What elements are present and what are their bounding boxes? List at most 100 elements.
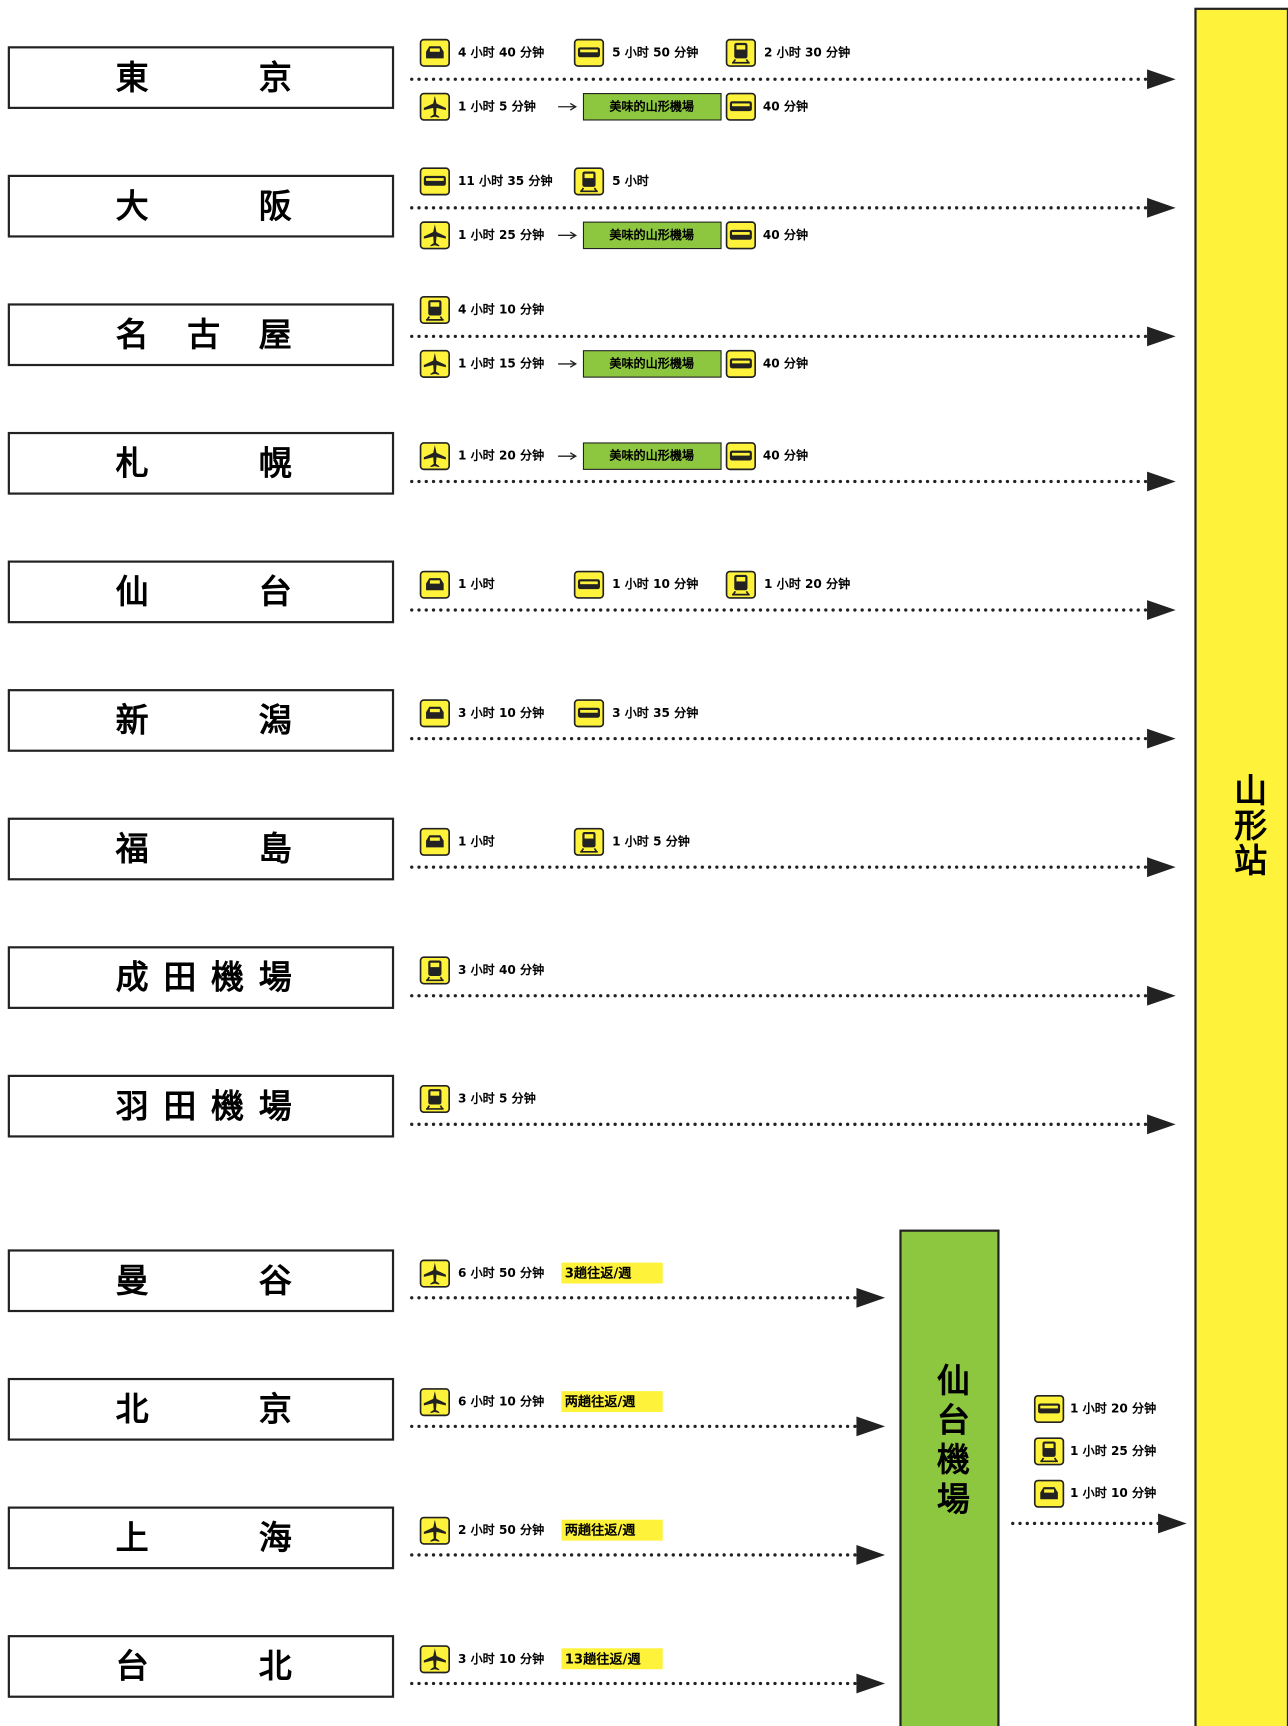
- connector-arrow: [558, 452, 578, 461]
- plane-glyph: [423, 95, 446, 118]
- freq-highlight: [561, 1391, 663, 1413]
- bus-window: [732, 360, 750, 364]
- freq-highlight: [561, 1648, 663, 1670]
- connector-arrow: [558, 102, 578, 111]
- icon: [419, 1516, 450, 1545]
- frequency: 两趟往返/週: [565, 1522, 637, 1539]
- travel-time: 1 小时 15 分钟: [458, 355, 544, 370]
- plane-glyph: [423, 1391, 446, 1414]
- arrow-head: [856, 1416, 886, 1437]
- city-box: [7, 1377, 395, 1441]
- city-box: [7, 1249, 395, 1313]
- icon: [419, 349, 450, 378]
- travel-time: 3 小时 5 分钟: [458, 1091, 536, 1106]
- bus-window: [732, 232, 750, 235]
- train-window: [736, 577, 746, 582]
- arrow-head: [1147, 69, 1176, 90]
- hub-bar: [899, 1229, 1000, 1726]
- icon: [419, 956, 450, 985]
- city-box: [7, 817, 395, 881]
- travel-time: 40 分钟: [763, 448, 808, 463]
- connector-arrow: [558, 231, 578, 240]
- freq-highlight: [561, 1519, 663, 1541]
- icon: [573, 699, 605, 728]
- hub-label: 仙台機場: [931, 1363, 970, 1522]
- train-window: [584, 173, 594, 179]
- icon: [725, 92, 757, 121]
- icon: [573, 570, 605, 599]
- icon: [419, 92, 450, 121]
- icon: [725, 442, 757, 471]
- city-box: [7, 431, 395, 495]
- car-window: [1044, 1489, 1055, 1493]
- travel-time: 6 小时 50 分钟: [458, 1265, 544, 1280]
- plane-glyph: [423, 352, 446, 375]
- airport-box: [582, 442, 722, 470]
- travel-time: 1 小时: [458, 833, 495, 848]
- airport-box: [582, 93, 722, 121]
- travel-time: 5 小时 50 分钟: [612, 44, 698, 59]
- plane-glyph: [423, 224, 446, 247]
- travel-time: 3 小时 40 分钟: [458, 962, 544, 977]
- train-window: [430, 302, 440, 307]
- train-rail: [426, 976, 444, 982]
- train-rail: [732, 58, 750, 64]
- travel-time: 2 小时 30 分钟: [764, 44, 850, 59]
- city-box: [7, 946, 395, 1009]
- travel-time: 3 小时 35 分钟: [612, 705, 698, 720]
- icon: [419, 295, 450, 325]
- arrow-head: [1147, 197, 1176, 218]
- city-box: [7, 1506, 395, 1570]
- car-glyph: [426, 46, 444, 59]
- train-rail: [732, 590, 750, 596]
- arrow-head: [1147, 1114, 1176, 1135]
- arrow-head: [856, 1673, 886, 1694]
- icon: [573, 827, 605, 856]
- travel-time: 1 小时: [458, 576, 495, 591]
- airport-name: 美味的山形機場: [609, 355, 694, 370]
- travel-time: 3 小时 10 分钟: [458, 705, 544, 720]
- travel-time: 2 小时 50 分钟: [458, 1522, 544, 1537]
- travel-time: 40 分钟: [763, 355, 808, 370]
- icon: [419, 1084, 450, 1114]
- car-window: [429, 48, 440, 52]
- icon: [419, 38, 450, 67]
- car-glyph: [426, 706, 444, 719]
- airport-name: 美味的山形機場: [609, 227, 694, 242]
- train-window: [1044, 1443, 1054, 1449]
- city-box: [7, 689, 395, 752]
- city-box: [7, 174, 395, 238]
- destination-bar: [1194, 7, 1288, 1726]
- train-window: [430, 1091, 440, 1096]
- destination-label: 山形站: [1229, 773, 1268, 879]
- travel-time: 1 小时 5 分钟: [612, 833, 690, 848]
- city-name: 名古屋: [116, 315, 292, 354]
- car-window: [429, 708, 440, 713]
- city-box: [7, 303, 395, 367]
- car-glyph: [1040, 1487, 1058, 1500]
- icon: [1033, 1437, 1065, 1466]
- bus-window: [580, 581, 598, 585]
- bus-window: [580, 49, 598, 53]
- train-rail: [1040, 1457, 1058, 1463]
- travel-time: 3 小时 10 分钟: [458, 1651, 544, 1666]
- arrow-head: [1147, 728, 1176, 749]
- travel-time: 11 小时 35 分钟: [458, 173, 553, 188]
- city-box: [7, 1074, 395, 1138]
- train-rail: [426, 1105, 444, 1110]
- icon: [573, 167, 605, 196]
- bus-window: [732, 452, 750, 456]
- plane-glyph: [423, 1648, 446, 1671]
- train-rail: [580, 187, 598, 193]
- airport-box: [582, 350, 722, 378]
- plane-glyph: [423, 1519, 446, 1542]
- airport-name: 美味的山形機場: [609, 448, 694, 463]
- icon: [419, 570, 450, 599]
- airport-box: [582, 221, 722, 250]
- train-window: [584, 834, 594, 839]
- travel-time: 4 小时 40 分钟: [458, 44, 544, 59]
- city-box: [7, 1635, 395, 1698]
- arrow-head: [1147, 857, 1176, 878]
- train-rail: [580, 848, 598, 853]
